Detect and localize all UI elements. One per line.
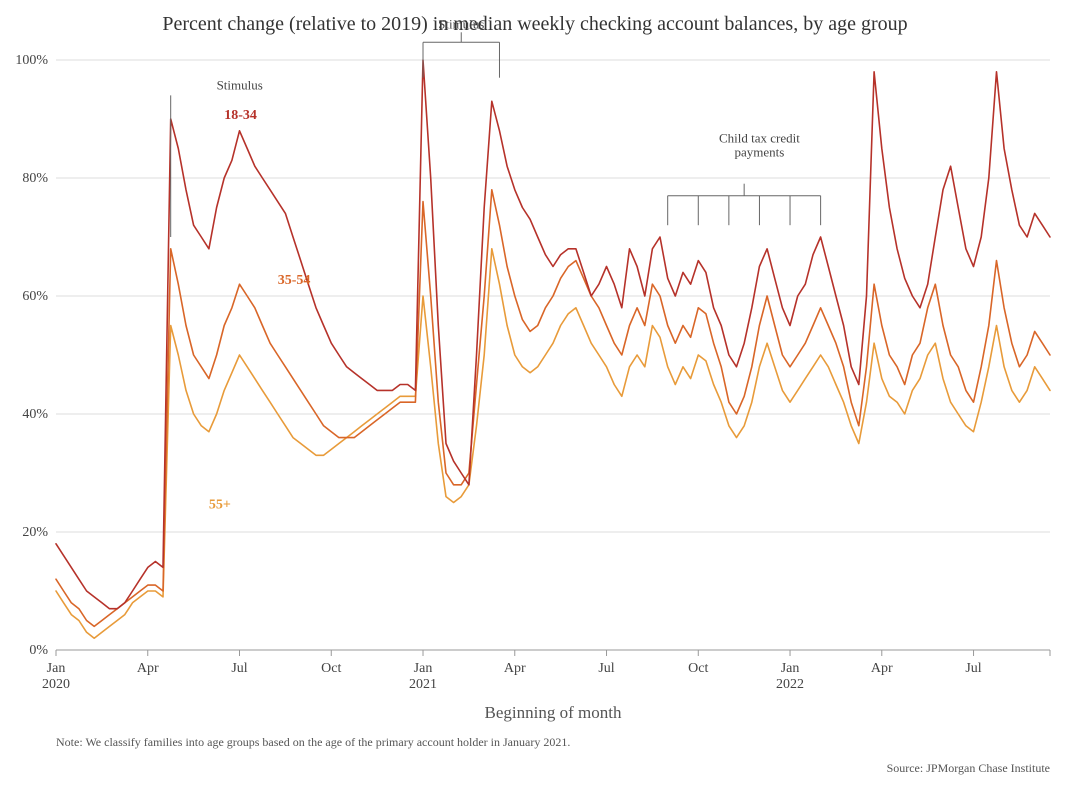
chart-container: Percent change (relative to 2019) in med… [0,0,1070,800]
x-tick-label: 2022 [776,677,804,692]
x-tick-label: Jan [414,661,433,676]
x-tick-label: Jan [781,661,800,676]
series-age_18_34 [56,60,1050,609]
x-tick-label: Jul [598,661,614,676]
ctc-label: Child tax credit [719,131,800,146]
x-tick-label: Apr [871,661,893,676]
x-tick-label: Jan [47,661,66,676]
stimulus2-label: Stimulus [438,16,484,31]
y-tick-label: 100% [15,53,48,68]
x-tick-label: Apr [504,661,526,676]
chart-note: Note: We classify families into age grou… [56,735,570,749]
x-tick-label: Oct [321,661,341,676]
series-age_55_plus [56,249,1050,638]
x-tick-label: Jul [231,661,247,676]
y-tick-label: 20% [22,525,48,540]
y-tick-label: 40% [22,407,48,422]
x-tick-label: 2020 [42,677,70,692]
y-tick-label: 60% [22,289,48,304]
y-tick-label: 80% [22,171,48,186]
x-axis-label: Beginning of month [485,703,622,722]
stimulus1-label: Stimulus [217,78,263,93]
series-label: 35-54 [278,273,311,288]
x-tick-label: 2021 [409,677,437,692]
y-tick-label: 0% [29,643,48,658]
series-label: 18-34 [224,108,257,123]
x-tick-label: Oct [688,661,708,676]
line-chart: Percent change (relative to 2019) in med… [0,0,1070,800]
x-tick-label: Jul [965,661,981,676]
ctc-label: payments [735,145,785,160]
chart-source: Source: JPMorgan Chase Institute [887,761,1050,775]
x-tick-label: Apr [137,661,159,676]
chart-title: Percent change (relative to 2019) in med… [162,13,907,35]
series-label: 55+ [209,497,231,512]
